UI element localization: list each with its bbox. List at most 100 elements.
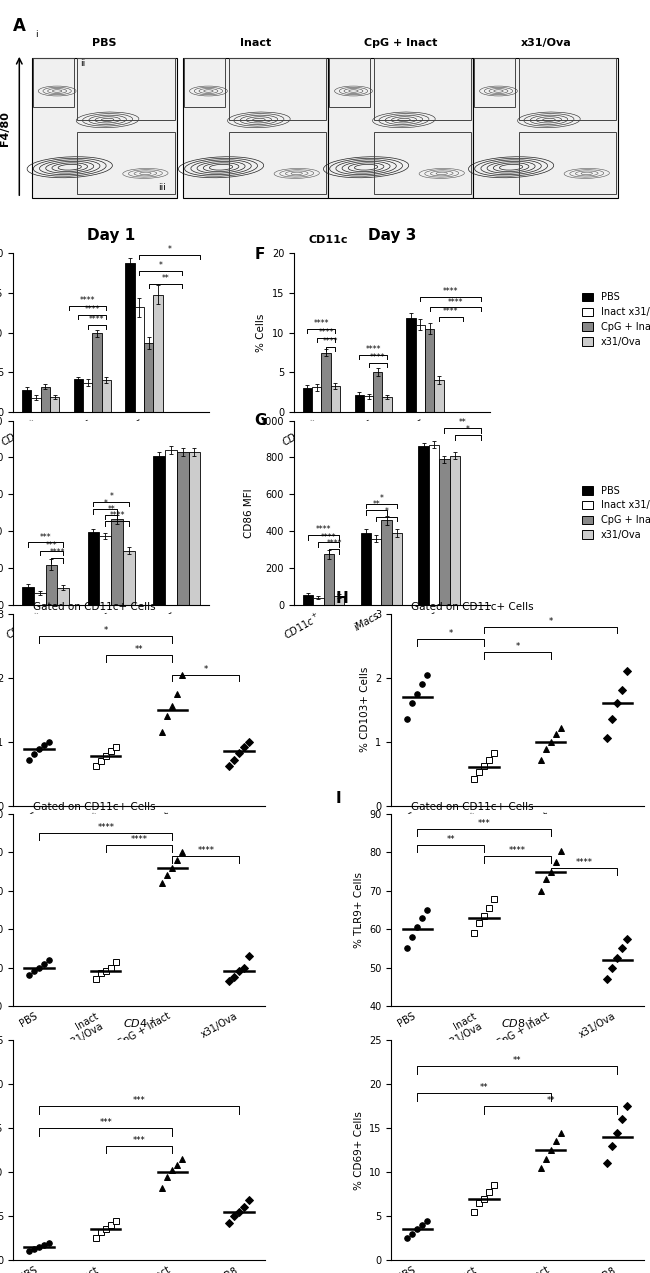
Bar (153, 294, 162, 412)
Text: **: ** (161, 274, 169, 283)
Bar (50, 397, 59, 412)
Text: *: * (103, 499, 107, 508)
Bar (331, 386, 340, 412)
Bar (99, 536, 111, 605)
Y-axis label: % TLR9+ Cells: % TLR9+ Cells (354, 872, 363, 948)
Bar (40, 387, 50, 412)
Text: Inact: Inact (240, 38, 271, 48)
Bar (322, 353, 331, 412)
Bar (111, 519, 123, 605)
Legend: PBS, Inact x31/Ova, CpG + Inact, x31/Ova: PBS, Inact x31/Ova, CpG + Inact, x31/Ova (580, 290, 650, 349)
Y-axis label: CD86 MFI: CD86 MFI (244, 488, 254, 537)
Bar (229, 132, 326, 193)
Text: ****: **** (314, 320, 329, 328)
Bar (153, 456, 165, 605)
Text: Gated on CD11c+ Cells: Gated on CD11c+ Cells (411, 802, 534, 812)
Text: F: F (255, 247, 265, 262)
Bar (425, 328, 434, 412)
Text: ****: **** (443, 288, 458, 297)
Text: CD11c: CD11c (309, 236, 348, 246)
Text: PBS: PBS (92, 38, 116, 48)
Text: ****: **** (443, 307, 458, 316)
Bar (419, 447, 429, 605)
Text: **: ** (135, 645, 144, 654)
Text: i: i (35, 31, 38, 39)
Bar (46, 565, 57, 605)
Text: **: ** (513, 1057, 522, 1066)
Text: *: * (466, 425, 470, 434)
Text: Day 3: Day 3 (368, 228, 416, 242)
Bar (32, 59, 177, 199)
Bar (434, 381, 443, 412)
Bar (324, 555, 334, 605)
Bar (374, 132, 471, 193)
Bar (125, 264, 135, 412)
Text: ****: **** (318, 328, 334, 337)
Legend: PBS, Inact x31/Ova, CpG + Inact, x31/Ova: PBS, Inact x31/Ova, CpG + Inact, x31/Ova (580, 484, 650, 542)
Text: ***: *** (133, 1136, 146, 1144)
Text: *: * (109, 491, 113, 500)
Text: ****: **** (109, 512, 125, 521)
Text: Gated on CD11c+ Cells: Gated on CD11c+ Cells (33, 802, 156, 812)
Text: *: * (380, 494, 383, 503)
Bar (177, 452, 188, 605)
Bar (184, 59, 225, 107)
Bar (183, 59, 328, 199)
Y-axis label: % CD69+ Cells: % CD69+ Cells (354, 1111, 363, 1189)
Text: $CD8^+$: $CD8^+$ (501, 1016, 534, 1031)
Text: ****: **** (49, 549, 65, 558)
Text: ****: **** (575, 858, 593, 867)
Text: ***: *** (99, 1118, 112, 1127)
Text: ***: *** (46, 541, 57, 550)
Text: ****: **** (80, 295, 96, 306)
Bar (473, 59, 618, 199)
Text: *: * (103, 626, 108, 635)
Text: Gated on CD11c+ Cells: Gated on CD11c+ Cells (411, 602, 534, 611)
Bar (373, 372, 382, 412)
Text: CpG + Inact: CpG + Inact (364, 38, 437, 48)
Text: Gated on CD11c+ Cells: Gated on CD11c+ Cells (33, 602, 156, 611)
Text: ****: **** (321, 532, 337, 541)
Bar (303, 594, 313, 605)
Bar (312, 387, 322, 412)
Bar (415, 325, 425, 412)
Text: $CD4^+$: $CD4^+$ (123, 1016, 155, 1031)
Bar (439, 460, 450, 605)
Bar (303, 388, 312, 412)
Text: ****: **** (84, 306, 100, 314)
Bar (34, 593, 46, 605)
Bar (354, 395, 364, 412)
Text: **: ** (447, 835, 455, 844)
Bar (77, 132, 175, 193)
Bar (406, 318, 415, 412)
Bar (88, 532, 99, 605)
Text: ****: **** (365, 345, 381, 354)
Bar (374, 59, 471, 120)
Text: **: ** (107, 505, 115, 514)
Bar (450, 456, 460, 605)
Text: ***: *** (133, 1096, 146, 1105)
Bar (31, 397, 40, 412)
Y-axis label: % CD103+ Cells: % CD103+ Cells (359, 667, 370, 752)
Bar (313, 598, 324, 605)
Bar (22, 390, 31, 412)
Bar (329, 59, 370, 107)
Text: A: A (13, 17, 26, 34)
Bar (382, 397, 392, 412)
Text: ***: *** (478, 820, 491, 829)
Text: *: * (203, 665, 208, 673)
Bar (364, 396, 373, 412)
Bar (144, 342, 153, 412)
Bar (382, 521, 392, 605)
Bar (392, 533, 402, 605)
Text: x31/Ova: x31/Ova (521, 38, 571, 48)
Bar (57, 588, 69, 605)
Bar (429, 444, 439, 605)
Text: ****: **** (197, 847, 214, 855)
Bar (474, 59, 515, 107)
Text: *: * (549, 616, 553, 625)
Text: ***: *** (40, 532, 51, 541)
Text: **: ** (459, 418, 467, 426)
Text: iii: iii (158, 183, 166, 192)
Text: **: ** (372, 500, 380, 509)
